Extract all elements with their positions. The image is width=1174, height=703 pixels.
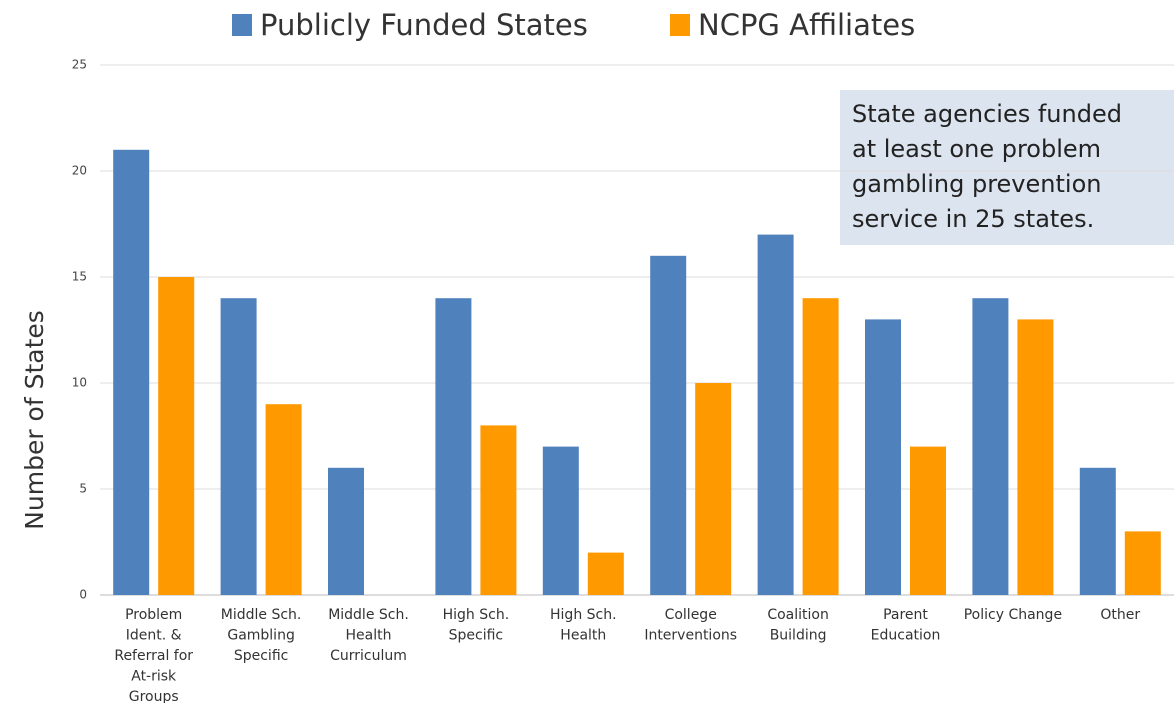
bar	[587, 552, 624, 595]
x-tick-label: Ident. &	[126, 628, 182, 644]
bar	[328, 467, 364, 595]
y-tick-label: 0	[79, 588, 87, 602]
x-tick-label: Health	[346, 628, 392, 644]
x-tick-label: Other	[1100, 607, 1140, 623]
x-tick-label: Groups	[129, 689, 179, 703]
x-tick-label: High Sch.	[443, 607, 510, 623]
annotation-text: State agencies funded	[852, 100, 1122, 128]
bar	[1017, 319, 1054, 595]
y-tick-label: 25	[72, 58, 87, 72]
y-tick-label: 15	[72, 270, 87, 284]
legend-swatch	[670, 14, 690, 36]
x-tick-label: Specific	[234, 648, 289, 664]
annotation-text: service in 25 states.	[852, 205, 1094, 233]
x-tick-label: Middle Sch.	[328, 607, 409, 623]
x-tick-label: Gambling	[227, 628, 295, 644]
x-tick-label: College	[665, 607, 717, 623]
bar	[113, 149, 150, 596]
bar	[435, 298, 472, 595]
bar	[802, 298, 839, 595]
x-tick-label: Building	[770, 628, 827, 644]
x-tick-label: Education	[871, 628, 941, 644]
x-tick-label: Referral for	[114, 648, 193, 664]
legend-label: Publicly Funded States	[260, 8, 588, 42]
annotation-text: at least one problem	[852, 135, 1101, 163]
x-tick-label: At-risk	[131, 669, 177, 685]
legend-swatch	[232, 14, 252, 36]
x-tick-label: Policy Change	[964, 607, 1062, 623]
bar	[695, 383, 732, 595]
bar	[910, 446, 946, 595]
legend-label: NCPG Affiliates	[698, 8, 915, 42]
bar	[220, 298, 257, 595]
x-tick-label: Specific	[449, 628, 504, 644]
annotation-text: gambling prevention	[852, 170, 1101, 198]
bar	[1124, 531, 1161, 595]
bar	[158, 277, 195, 595]
x-tick-label: Problem	[125, 607, 182, 623]
x-tick-label: Curriculum	[330, 648, 407, 664]
bar	[865, 319, 901, 595]
x-tick-label: Health	[560, 628, 606, 644]
bar	[650, 255, 687, 596]
bar	[757, 234, 794, 595]
x-tick-label: Coalition	[767, 607, 829, 623]
x-tick-label: Middle Sch.	[221, 607, 302, 623]
bar	[972, 298, 1009, 595]
annotation-box	[840, 90, 1174, 245]
y-axis-label: Number of States	[20, 310, 49, 530]
y-tick-label: 10	[72, 376, 87, 390]
y-tick-label: 5	[79, 482, 87, 496]
bar	[480, 425, 517, 595]
bar	[265, 404, 302, 595]
x-tick-label: Parent	[883, 607, 928, 623]
x-tick-label: High Sch.	[550, 607, 617, 623]
bar	[1079, 467, 1116, 595]
bar	[542, 446, 579, 595]
y-tick-label: 20	[72, 164, 87, 178]
x-tick-label: Interventions	[644, 628, 737, 644]
